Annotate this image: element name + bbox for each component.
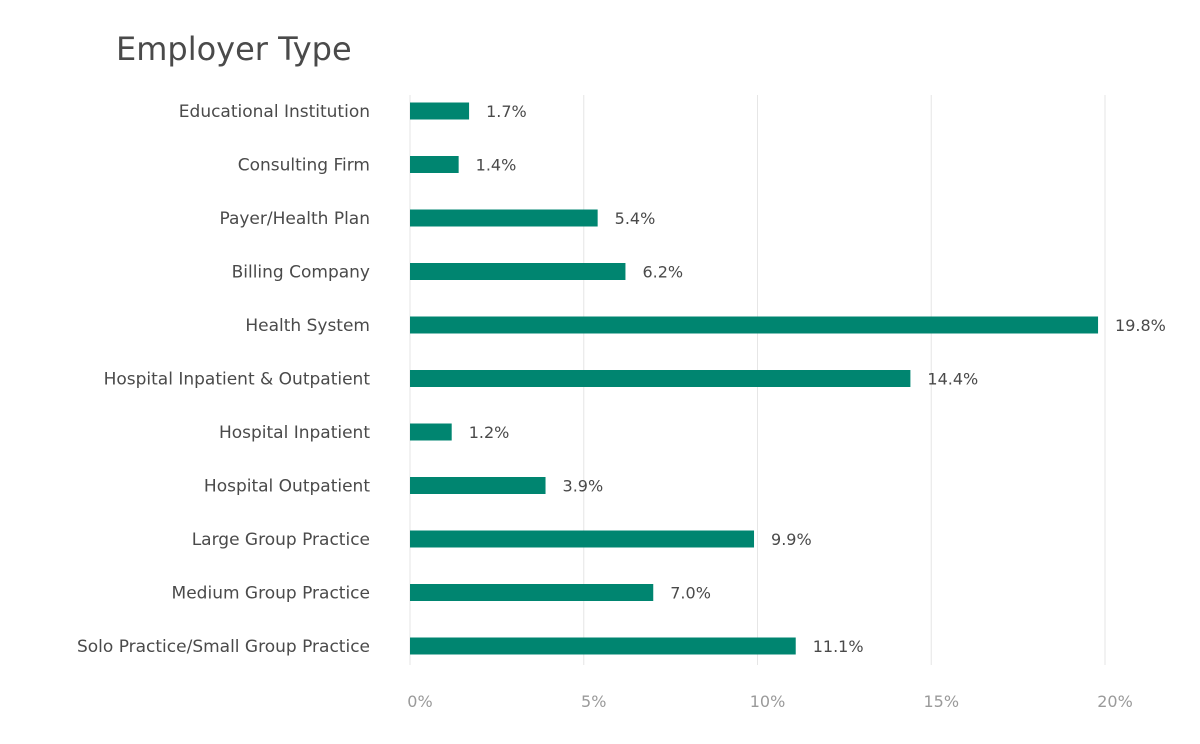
- category-label: Hospital Inpatient: [219, 423, 370, 443]
- x-tick-label: 5%: [581, 692, 606, 711]
- value-label: 19.8%: [1115, 316, 1166, 335]
- x-tick-label: 20%: [1097, 692, 1133, 711]
- x-tick-label: 10%: [750, 692, 786, 711]
- value-label: 9.9%: [771, 530, 812, 549]
- category-label: Health System: [245, 316, 370, 336]
- x-tick-label: 0%: [407, 692, 432, 711]
- value-label: 1.4%: [476, 156, 517, 175]
- chart-title: Employer Type: [116, 30, 352, 68]
- category-label: Solo Practice/Small Group Practice: [77, 637, 370, 657]
- x-tick-label: 15%: [923, 692, 959, 711]
- value-label: 14.4%: [927, 370, 978, 389]
- value-label: 1.2%: [469, 423, 510, 442]
- bar: [410, 530, 755, 548]
- value-label: 5.4%: [615, 209, 656, 228]
- bar: [410, 316, 1099, 334]
- category-label: Billing Company: [232, 263, 370, 283]
- bar: [410, 477, 546, 494]
- value-label: 7.0%: [670, 584, 711, 603]
- category-label: Hospital Outpatient: [204, 477, 370, 497]
- bar: [410, 423, 452, 441]
- bar: [410, 263, 626, 280]
- label-layer: Educational Institution 1.7% Consulting Fi…: [77, 102, 1166, 657]
- bar: [410, 209, 598, 227]
- bar: [410, 637, 796, 655]
- bar: [410, 584, 654, 601]
- bar-layer: [410, 102, 1099, 655]
- category-label: Consulting Firm: [238, 156, 370, 176]
- bar: [410, 370, 911, 387]
- value-label: 3.9%: [563, 477, 604, 496]
- category-label: Hospital Inpatient & Outpatient: [104, 370, 371, 390]
- category-label: Large Group Practice: [192, 530, 370, 550]
- value-label: 1.7%: [486, 102, 527, 121]
- category-label: Payer/Health Plan: [219, 209, 370, 229]
- bar: [410, 156, 459, 173]
- category-label: Educational Institution: [179, 102, 370, 122]
- x-axis: 0% 5% 10% 15% 20%: [407, 692, 1132, 711]
- category-label: Medium Group Practice: [172, 584, 370, 604]
- value-label: 6.2%: [642, 263, 683, 282]
- value-label: 11.1%: [813, 637, 864, 656]
- bar: [410, 102, 470, 120]
